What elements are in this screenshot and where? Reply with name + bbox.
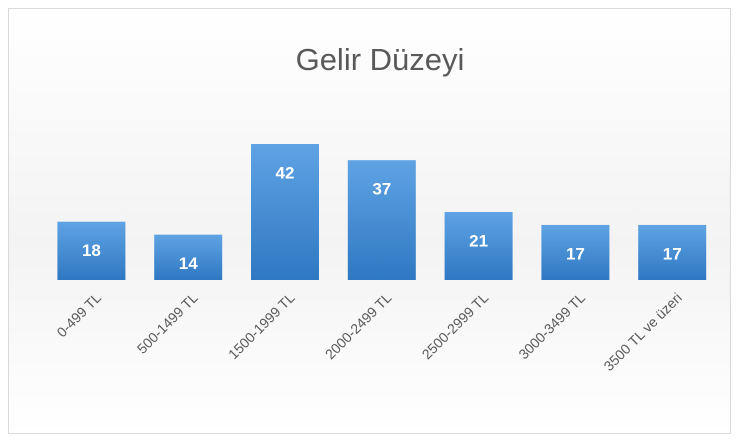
data-label: 42 <box>276 163 295 182</box>
bar <box>347 160 416 280</box>
data-label: 14 <box>179 254 198 273</box>
data-label: 37 <box>372 180 391 199</box>
data-label: 18 <box>82 241 101 260</box>
bar <box>444 212 513 280</box>
chart-title: Gelir Düzeyi <box>296 42 465 77</box>
bar <box>638 224 707 280</box>
data-label: 17 <box>663 244 682 263</box>
bar <box>154 234 223 280</box>
data-label: 21 <box>469 231 488 250</box>
data-label: 17 <box>566 244 585 263</box>
bar <box>57 221 126 280</box>
bar <box>541 224 610 280</box>
bar <box>251 144 319 280</box>
